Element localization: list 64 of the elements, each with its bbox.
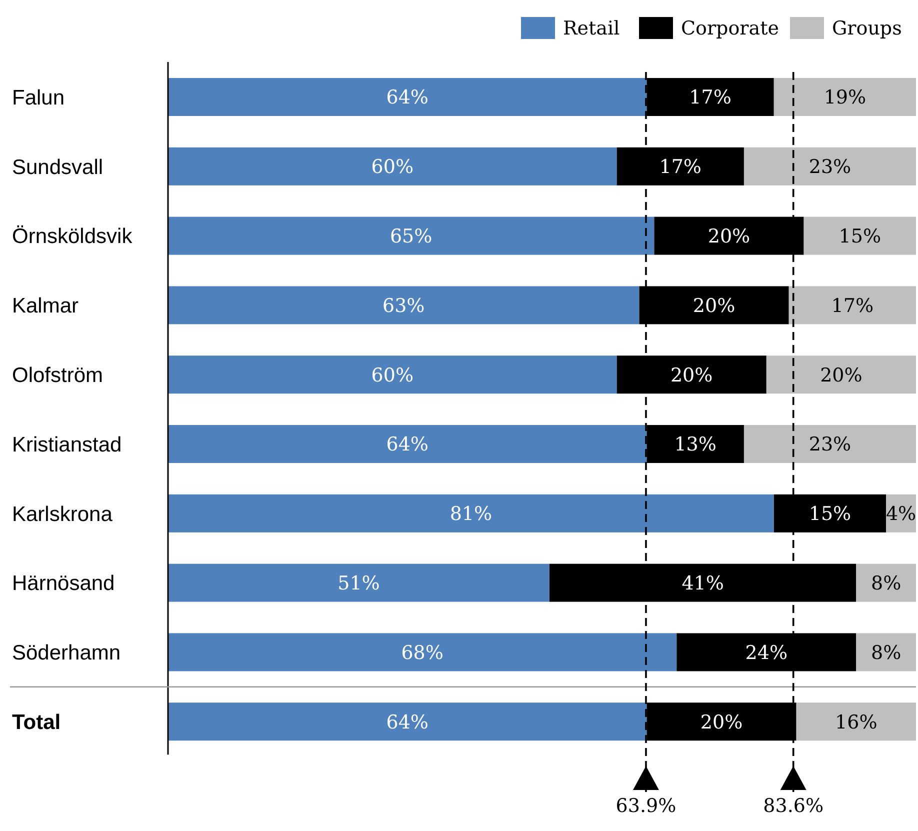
- y-tick-label: Söderhamn: [12, 642, 121, 665]
- bar: [168, 633, 677, 672]
- bar: [168, 286, 640, 324]
- data-label: 17%: [831, 294, 874, 317]
- data-label: 41%: [682, 572, 724, 594]
- data-label: 51%: [338, 572, 380, 594]
- data-label: 64%: [386, 711, 428, 734]
- data-label: 15%: [808, 503, 852, 526]
- data-label: 19%: [824, 86, 866, 109]
- y-tick-label: Härnösand: [12, 572, 115, 596]
- bar: [168, 494, 774, 532]
- data-label: 8%: [871, 572, 902, 594]
- data-label: 23%: [808, 434, 852, 456]
- bar: [168, 216, 654, 255]
- data-label: 4%: [886, 503, 916, 526]
- data-label: 24%: [745, 642, 788, 664]
- bar: [788, 286, 916, 324]
- bar: [168, 702, 647, 741]
- data-label: 16%: [835, 711, 878, 734]
- y-tick-label: Kristianstad: [12, 433, 122, 456]
- y-tick-label: Karlskrona: [12, 502, 113, 526]
- y-tick-label: Örnsköldsvik: [12, 225, 133, 248]
- bar: [766, 356, 916, 394]
- data-label: 20%: [670, 364, 713, 386]
- ref-line-label: 83.6%: [763, 795, 824, 817]
- legend-label: Retail: [563, 18, 620, 40]
- data-label: 23%: [808, 156, 852, 178]
- bar: [168, 425, 647, 463]
- data-label: 8%: [871, 642, 902, 664]
- data-label: 20%: [692, 294, 736, 317]
- ref-line-label: 63.9%: [616, 795, 676, 817]
- data-label: 68%: [401, 642, 444, 664]
- bar: [168, 564, 550, 602]
- y-tick-label: Sundsvall: [12, 156, 104, 179]
- data-label: 20%: [708, 225, 750, 248]
- bar: [744, 425, 916, 463]
- bar: [168, 147, 617, 186]
- data-label: 17%: [689, 86, 732, 109]
- data-label: 63%: [382, 294, 425, 317]
- data-label: 17%: [659, 156, 702, 178]
- data-label: 15%: [838, 225, 882, 248]
- bar: [804, 216, 916, 255]
- legend-label: Corporate: [681, 18, 779, 40]
- y-tick-label: Total: [12, 710, 61, 734]
- bar: [774, 78, 916, 116]
- bar: [796, 702, 916, 741]
- bar: [856, 564, 916, 602]
- bar: [744, 147, 916, 186]
- bar: [168, 356, 617, 394]
- data-label: 65%: [390, 225, 432, 248]
- data-label: 20%: [820, 364, 862, 386]
- data-label: 81%: [450, 503, 492, 526]
- data-label: 60%: [371, 364, 414, 386]
- y-tick-label: Olofström: [12, 364, 104, 387]
- data-label: 20%: [700, 711, 743, 734]
- bar: [856, 633, 916, 672]
- data-label: 60%: [371, 156, 414, 178]
- y-tick-label: Falun: [12, 86, 65, 110]
- bar: [168, 78, 647, 116]
- data-label: 64%: [386, 86, 428, 109]
- data-label: 13%: [674, 434, 716, 456]
- legend-label: Groups: [832, 18, 902, 40]
- y-tick-label: Kalmar: [12, 294, 79, 318]
- data-label: 64%: [386, 434, 428, 456]
